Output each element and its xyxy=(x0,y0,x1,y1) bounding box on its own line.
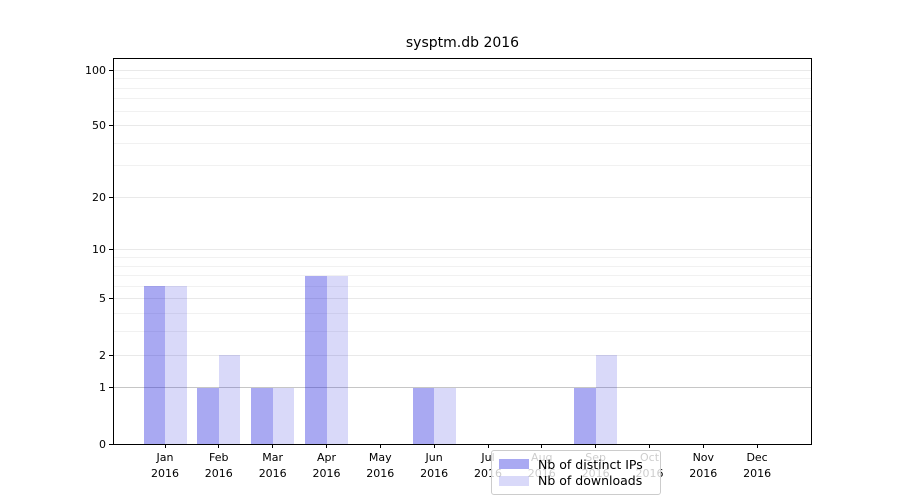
legend-swatch-distinct-ips xyxy=(499,459,529,470)
x-tick-year: 2016 xyxy=(312,466,341,480)
y-minor-gridline xyxy=(114,98,811,100)
x-tick-mark xyxy=(702,444,704,448)
x-tick-mark xyxy=(595,444,597,448)
x-tick-month: Feb xyxy=(209,451,229,464)
x-tick-label: May 2016 xyxy=(353,450,407,481)
x-tick-mark xyxy=(433,444,435,448)
x-tick-month: Dec xyxy=(746,451,768,464)
x-tick-year: 2016 xyxy=(151,466,179,480)
bar-downloads xyxy=(272,387,295,444)
bar-distinct-ips xyxy=(251,387,273,444)
y-minor-gridline xyxy=(114,257,811,258)
y-minor-gridline xyxy=(114,265,811,267)
bar-downloads xyxy=(218,355,241,444)
x-tick-label: Nov 2016 xyxy=(676,450,730,481)
legend-entry-distinct-ips: Nb of distinct IPs xyxy=(499,457,652,472)
x-tick-label: Feb 2016 xyxy=(192,450,246,481)
x-tick-year: 2016 xyxy=(743,466,772,480)
x-tick-year: 2016 xyxy=(366,466,395,480)
x-tick-label: Dec 2016 xyxy=(730,450,784,481)
y-major-gridline xyxy=(114,354,811,356)
x-tick-year: 2016 xyxy=(689,466,718,480)
x-tick-month: Mar xyxy=(262,451,284,464)
y-minor-gridline xyxy=(114,285,811,287)
x-tick-label: Apr 2016 xyxy=(300,450,354,481)
y-major-gridline xyxy=(114,249,811,251)
y-minor-gridline xyxy=(114,331,811,333)
y-tick-mark xyxy=(109,69,113,71)
y-tick-label: 0 xyxy=(99,437,106,451)
y-tick-mark xyxy=(109,125,113,127)
x-tick-mark xyxy=(272,444,274,448)
y-minor-gridline xyxy=(114,165,811,167)
bar-downloads xyxy=(165,286,187,444)
x-tick-mark xyxy=(756,444,758,448)
y-tick-label: 100 xyxy=(85,63,106,77)
y-major-gridline xyxy=(114,387,811,389)
bar-downloads xyxy=(595,355,618,444)
x-tick-month: Apr xyxy=(316,451,337,464)
y-major-gridline xyxy=(114,125,811,127)
x-tick-mark xyxy=(326,444,327,448)
x-tick-year: 2016 xyxy=(204,466,233,480)
y-tick-label: 50 xyxy=(92,119,106,133)
bar-distinct-ips xyxy=(197,387,219,444)
x-tick-mark xyxy=(487,444,489,448)
y-tick-label: 2 xyxy=(99,348,106,362)
legend-label-distinct-ips: Nb of distinct IPs xyxy=(538,456,643,472)
legend-label-downloads: Nb of downloads xyxy=(538,473,643,489)
y-minor-gridline xyxy=(114,110,811,112)
y-tick-mark xyxy=(109,298,113,300)
y-minor-gridline xyxy=(114,142,811,144)
x-tick-label: Jun 2016 xyxy=(407,450,461,481)
y-tick-label: 10 xyxy=(92,243,106,257)
bar-distinct-ips xyxy=(305,275,327,444)
x-tick-mark xyxy=(164,444,166,448)
y-major-gridline xyxy=(114,69,811,71)
x-tick-mark xyxy=(649,444,650,448)
y-tick-mark xyxy=(109,249,113,251)
bar-distinct-ips xyxy=(574,387,596,444)
x-tick-month: Jan xyxy=(156,451,174,464)
legend: Nb of distinct IPs Nb of downloads xyxy=(491,450,661,495)
y-major-gridline xyxy=(114,196,811,198)
y-minor-gridline xyxy=(114,313,811,315)
y-tick-mark xyxy=(109,387,113,389)
legend-swatch-downloads xyxy=(499,475,529,486)
y-tick-label: 5 xyxy=(99,292,106,306)
x-tick-label: Mar 2016 xyxy=(246,450,300,481)
y-tick-mark xyxy=(109,196,113,198)
bar-distinct-ips xyxy=(143,286,165,444)
chart-title: sysptm.db 2016 xyxy=(405,35,520,51)
y-minor-gridline xyxy=(114,87,811,89)
y-tick-label: 20 xyxy=(92,190,106,204)
x-tick-label: Jan 2016 xyxy=(138,450,192,481)
bar-downloads xyxy=(326,275,348,444)
y-major-gridline xyxy=(114,298,811,300)
y-minor-gridline xyxy=(114,275,811,277)
y-tick-mark xyxy=(109,443,113,445)
bar-downloads xyxy=(434,387,456,444)
x-tick-mark xyxy=(379,444,381,448)
bar-distinct-ips xyxy=(412,387,435,444)
y-minor-gridline xyxy=(114,78,811,80)
x-tick-mark xyxy=(218,444,220,448)
x-tick-month: Nov xyxy=(692,451,715,464)
plot-area: Nb of distinct IPs Nb of downloads xyxy=(113,58,812,495)
y-tick-mark xyxy=(109,354,113,356)
x-tick-year: 2016 xyxy=(420,466,449,480)
legend-entry-downloads: Nb of downloads xyxy=(499,473,652,488)
x-tick-mark xyxy=(541,444,543,448)
x-tick-month: Jun xyxy=(425,451,443,464)
y-tick-label: 1 xyxy=(99,381,106,395)
x-tick-year: 2016 xyxy=(258,466,287,480)
x-tick-month: May xyxy=(368,451,392,464)
